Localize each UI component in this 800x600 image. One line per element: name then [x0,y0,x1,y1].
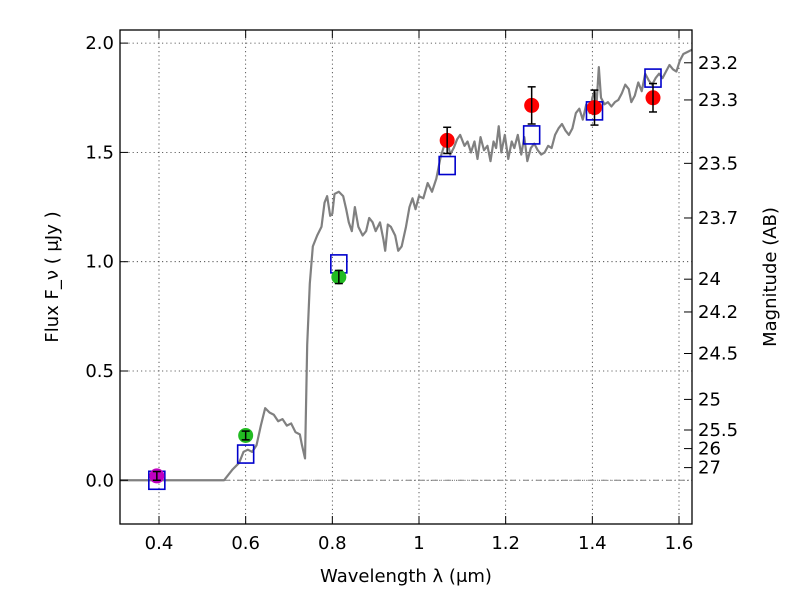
model-sed-layer [120,48,692,482]
y-axis-label: Flux F_ν ( μJy ) [42,211,63,342]
x-tick-label: 1 [413,533,424,554]
axis-tick-labels: 0.4 0.6 0.8 1 1.2 1.4 1.6 0.0 0.5 1.0 1.5 2.0 23.2 23… [85,33,738,554]
x-tick-label: 0.6 [231,533,260,554]
x-tick-label: 1.6 [665,533,694,554]
y-tick-label: 1.5 [85,142,114,163]
model-sed-line [120,48,692,482]
y2-tick-label: 23.7 [698,208,738,229]
y2-tick-label: 23.3 [698,90,738,111]
y2-tick-label: 25.5 [698,420,738,441]
y2-tick-label: 27 [698,458,721,479]
y2-tick-label: 23.5 [698,153,738,174]
model-photometry-square [236,444,255,464]
y2-tick-label: 24.2 [698,302,738,323]
x-tick-label: 1.4 [578,533,607,554]
plot-frame [119,29,693,525]
y-tick-label: 0.5 [85,361,114,382]
y-tick-label: 2.0 [85,33,114,54]
model-photometry-square [438,155,456,176]
x-axis-label: Wavelength λ (μm) [320,566,492,587]
y2-tick-label: 23.2 [698,53,738,74]
y-tick-label: 0.0 [85,470,114,491]
y2-tick-label: 25 [698,389,721,410]
x-tick-label: 0.4 [145,533,174,554]
y2-tick-label: 26 [698,439,721,460]
y2-tick-label: 24 [698,269,721,290]
y-tick-label: 1.0 [85,252,114,273]
axis-ticks [120,30,692,524]
model-photometry-square [522,125,541,145]
y2-tick-label: 24.5 [698,344,738,365]
y2-axis-label: Magnitude (AB) [760,207,781,347]
marker-layer [148,68,662,491]
x-tick-label: 1.2 [491,533,520,554]
x-tick-label: 0.8 [318,533,347,554]
